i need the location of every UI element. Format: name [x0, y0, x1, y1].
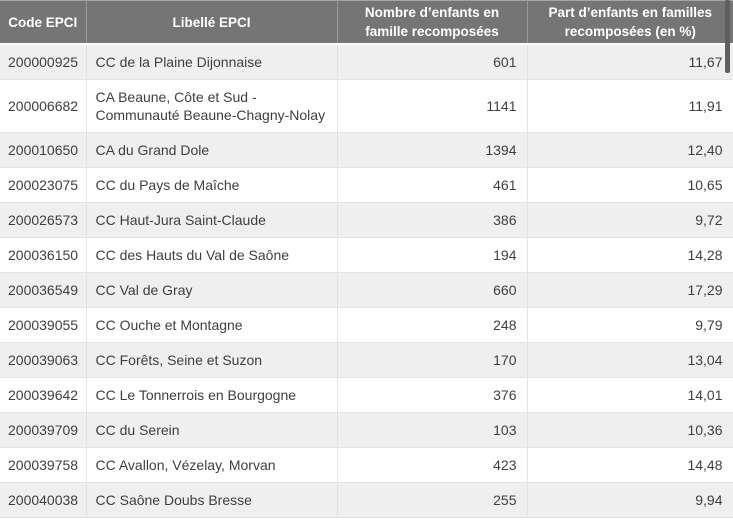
cell-nombre-enfants: 660	[337, 272, 528, 308]
cell-code-epci: 200023075	[0, 167, 87, 203]
cell-nombre-enfants: 386	[337, 202, 528, 238]
cell-code-epci: 200000925	[0, 44, 87, 80]
cell-code-epci: 200010650	[0, 132, 87, 168]
table-row: 200006682 CA Beaune, Côte et Sud - Commu…	[0, 79, 733, 133]
cell-part-enfants: 9,79	[527, 307, 733, 343]
table-row: 200000925 CC de la Plaine Dijonnaise 601…	[0, 44, 733, 80]
cell-part-enfants: 10,36	[527, 412, 733, 448]
cell-part-enfants: 11,67	[527, 44, 733, 80]
table-row: 200036150 CC des Hauts du Val de Saône 1…	[0, 237, 733, 273]
cell-part-enfants: 12,40	[527, 132, 733, 168]
cell-part-enfants: 11,91	[527, 79, 733, 133]
cell-nombre-enfants: 1141	[337, 79, 528, 133]
cell-libelle-epci: CC Saône Doubs Bresse	[86, 482, 338, 518]
table-row: 200039055 CC Ouche et Montagne 248 9,79	[0, 307, 733, 343]
cell-libelle-epci: CA du Grand Dole	[86, 132, 338, 168]
cell-code-epci: 200006682	[0, 79, 87, 133]
cell-libelle-epci: CC Avallon, Vézelay, Morvan	[86, 447, 338, 483]
col-header-code-epci: Code EPCI	[0, 0, 87, 45]
table-row: 200026573 CC Haut-Jura Saint-Claude 386 …	[0, 202, 733, 238]
vertical-scrollbar-thumb[interactable]	[725, 0, 730, 73]
cell-nombre-enfants: 170	[337, 342, 528, 378]
cell-libelle-epci: CC Haut-Jura Saint-Claude	[86, 202, 338, 238]
cell-libelle-epci: CC Val de Gray	[86, 272, 338, 308]
cell-part-enfants: 13,04	[527, 342, 733, 378]
cell-part-enfants: 9,72	[527, 202, 733, 238]
table-row: 200039709 CC du Serein 103 10,36	[0, 412, 733, 448]
table-row: 200039758 CC Avallon, Vézelay, Morvan 42…	[0, 447, 733, 483]
table-row: 200039063 CC Forêts, Seine et Suzon 170 …	[0, 342, 733, 378]
cell-libelle-epci: CC Ouche et Montagne	[86, 307, 338, 343]
table-row: 200010650 CA du Grand Dole 1394 12,40	[0, 132, 733, 168]
cell-code-epci: 200039758	[0, 447, 87, 483]
cell-code-epci: 200040038	[0, 482, 87, 518]
cell-nombre-enfants: 1394	[337, 132, 528, 168]
cell-libelle-epci: CC du Pays de Maîche	[86, 167, 338, 203]
cell-nombre-enfants: 103	[337, 412, 528, 448]
cell-libelle-epci: CC Forêts, Seine et Suzon	[86, 342, 338, 378]
table-row: 200039642 CC Le Tonnerrois en Bourgogne …	[0, 377, 733, 413]
table-row: 200036549 CC Val de Gray 660 17,29	[0, 272, 733, 308]
cell-libelle-epci: CA Beaune, Côte et Sud - Communauté Beau…	[86, 79, 338, 133]
cell-nombre-enfants: 601	[337, 44, 528, 80]
cell-code-epci: 200039642	[0, 377, 87, 413]
cell-code-epci: 200026573	[0, 202, 87, 238]
col-header-libelle-epci: Libellé EPCI	[86, 0, 338, 45]
header-row: Code EPCI Libellé EPCI Nombre d’enfants …	[0, 0, 733, 45]
cell-part-enfants: 14,28	[527, 237, 733, 273]
cell-nombre-enfants: 255	[337, 482, 528, 518]
cell-part-enfants: 14,48	[527, 447, 733, 483]
cell-code-epci: 200036549	[0, 272, 87, 308]
cell-code-epci: 200036150	[0, 237, 87, 273]
cell-code-epci: 200039709	[0, 412, 87, 448]
table-row: 200040038 CC Saône Doubs Bresse 255 9,94	[0, 482, 733, 518]
cell-part-enfants: 10,65	[527, 167, 733, 203]
table-body: 200000925 CC de la Plaine Dijonnaise 601…	[0, 44, 733, 518]
cell-code-epci: 200039055	[0, 307, 87, 343]
cell-nombre-enfants: 423	[337, 447, 528, 483]
cell-nombre-enfants: 248	[337, 307, 528, 343]
cell-code-epci: 200039063	[0, 342, 87, 378]
cell-libelle-epci: CC de la Plaine Dijonnaise	[86, 44, 338, 80]
cell-part-enfants: 14,01	[527, 377, 733, 413]
cell-libelle-epci: CC du Serein	[86, 412, 338, 448]
col-header-nombre-enfants: Nombre d’enfants en famille recomposées	[337, 0, 528, 45]
col-header-part-enfants: Part d’enfants en familles recomposées (…	[527, 0, 733, 45]
table-row: 200023075 CC du Pays de Maîche 461 10,65	[0, 167, 733, 203]
cell-nombre-enfants: 194	[337, 237, 528, 273]
cell-nombre-enfants: 376	[337, 377, 528, 413]
cell-part-enfants: 9,94	[527, 482, 733, 518]
cell-libelle-epci: CC des Hauts du Val de Saône	[86, 237, 338, 273]
cell-libelle-epci: CC Le Tonnerrois en Bourgogne	[86, 377, 338, 413]
cell-part-enfants: 17,29	[527, 272, 733, 308]
cell-nombre-enfants: 461	[337, 167, 528, 203]
